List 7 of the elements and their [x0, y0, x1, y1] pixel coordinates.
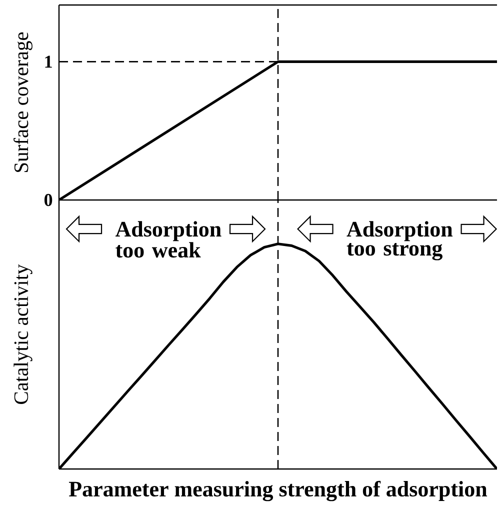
y-axis-title: Catalytic activity [14, 264, 32, 404]
annotation: Adsorption too weak [115, 221, 222, 258]
y-tick-label: 0 [44, 194, 52, 206]
annotation: Adsorption too strong [346, 221, 453, 260]
x-axis-title: Parameter measuring strength of adsorption [68, 480, 488, 502]
y-axis-title: Surface coverage [14, 32, 32, 172]
y-tick-label: 1 [45, 56, 52, 68]
